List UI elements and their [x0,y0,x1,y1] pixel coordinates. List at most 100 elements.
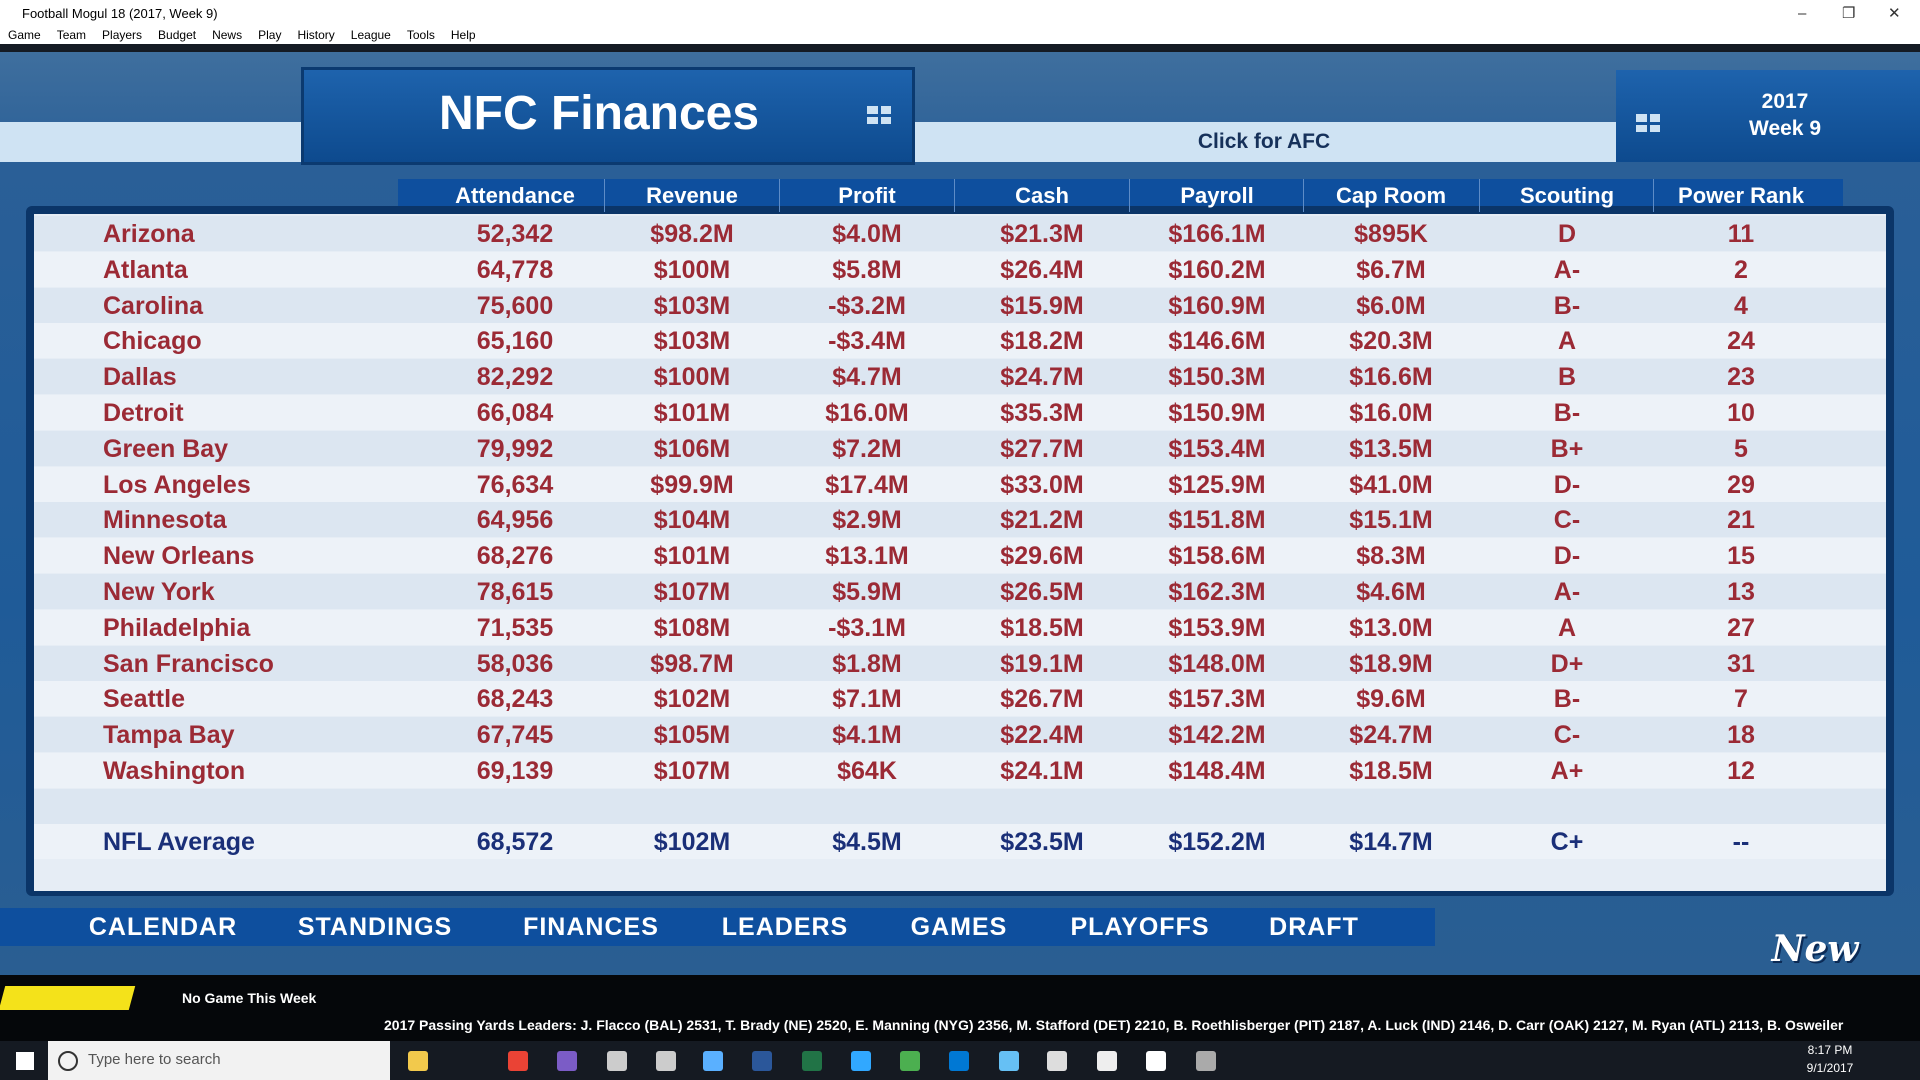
menu-item[interactable]: Tools [406,28,435,42]
grid-icon[interactable] [867,106,891,124]
menu-item[interactable]: History [297,28,335,42]
team-name[interactable]: NFL Average [103,828,255,856]
cell: $15.9M [1000,291,1084,320]
team-name[interactable]: Green Bay [103,434,229,463]
cell: C- [1553,721,1581,750]
cell: $18.5M [1000,613,1084,642]
table-row [34,538,1886,574]
cell: B- [1553,291,1581,320]
team-name[interactable]: Dallas [103,363,177,392]
game-status: No Game This Week [182,990,317,1006]
table-row [34,502,1886,538]
menu-item[interactable]: News [212,28,243,42]
team-name[interactable]: Tampa Bay [103,721,235,750]
taskbar-icon[interactable] [557,1051,577,1071]
taskbar-icon[interactable] [508,1051,528,1071]
taskbar-icon[interactable] [851,1051,871,1071]
cell: 31 [1727,649,1755,678]
cell: -$3.4M [828,327,906,356]
cell: $104M [653,506,731,535]
team-name[interactable]: Arizona [103,220,195,248]
start-button[interactable] [16,1052,34,1070]
team-name[interactable]: New York [103,578,215,606]
column-separator [1653,179,1654,212]
column-header[interactable]: Scouting [1519,183,1615,208]
taskbar-icon[interactable] [802,1051,822,1071]
nav-tab[interactable]: CALENDAR [88,913,238,941]
cell: B- [1553,399,1581,427]
column-header[interactable]: Cash [1015,183,1069,208]
team-name[interactable]: Chicago [103,327,202,356]
menu-item[interactable]: League [350,28,391,42]
afc-switch[interactable]: Click for AFC [1197,130,1331,153]
team-name[interactable]: Philadelphia [103,613,251,642]
column-header[interactable]: Revenue [646,183,738,208]
menu-item[interactable]: Help [450,28,476,42]
cell: $18.9M [1349,649,1433,678]
column-header[interactable]: Profit [838,183,896,208]
cell: $100M [653,255,731,284]
taskbar-icon[interactable] [656,1051,676,1071]
cell: -$3.1M [828,613,906,642]
cell: $146.6M [1168,327,1266,356]
nav-tab[interactable]: STANDINGS [297,913,453,941]
restore-button[interactable]: ❐ [1842,5,1856,22]
search-box[interactable] [48,1041,390,1080]
menu-item[interactable]: Team [56,28,87,42]
nav-tab[interactable]: FINANCES [523,913,659,941]
team-name[interactable]: New Orleans [103,542,255,571]
team-name[interactable]: Carolina [103,291,204,320]
cell: $21.3M [1000,220,1084,248]
date-panel [1616,70,1920,162]
taskbar-icon[interactable] [1196,1051,1216,1071]
cell: 69,139 [476,757,554,785]
taskbar-icon[interactable] [900,1051,920,1071]
grid-icon[interactable] [1636,114,1660,132]
taskbar-icon[interactable] [949,1051,969,1071]
nav-tab[interactable]: LEADERS [721,913,849,941]
taskbar-icon[interactable] [703,1051,723,1071]
cell: $24.7M [1349,721,1433,750]
nav-tab[interactable]: GAMES [910,913,1008,941]
cell: 64,778 [476,255,554,284]
taskbar-icon[interactable] [752,1051,772,1071]
taskbar-icon[interactable] [999,1051,1019,1071]
team-name[interactable]: Detroit [103,399,184,427]
minimize-button[interactable]: – [1798,5,1807,22]
menu-item[interactable]: Players [102,28,143,42]
team-name[interactable]: Atlanta [103,255,188,284]
column-header[interactable]: Cap Room [1336,183,1446,208]
menu-bar: Game Team Players Budget News Play History Leag… [0,27,1920,44]
menu-item[interactable]: Game [8,28,41,42]
cell: $103M [653,327,731,356]
column-header[interactable]: Payroll [1180,183,1254,208]
cell: $6.0M [1356,291,1426,320]
menu-item[interactable]: Play [258,28,282,42]
cell: $4.7M [832,363,902,392]
nav-tab[interactable]: PLAYOFFS [1070,913,1210,941]
menu-item[interactable]: Budget [158,28,197,42]
cell: $148.4M [1168,757,1266,785]
nav-tab[interactable]: DRAFT [1269,913,1359,941]
taskbar-icon[interactable] [1097,1051,1117,1071]
close-button[interactable]: ✕ [1888,5,1901,22]
taskbar-icon[interactable] [1047,1051,1067,1071]
team-name[interactable]: Los Angeles [103,470,251,499]
column-header[interactable]: Power Rank [1678,183,1804,208]
column-header[interactable]: Attendance [455,183,575,208]
taskbar-icon[interactable] [408,1051,428,1071]
taskbar-icon[interactable] [1146,1051,1166,1071]
team-name[interactable]: San Francisco [103,649,274,678]
cell: B+ [1550,434,1584,463]
cell: $148.0M [1168,649,1266,678]
team-name[interactable]: Washington [103,757,246,785]
team-name[interactable]: Minnesota [103,506,227,535]
team-name[interactable]: Seattle [103,685,185,714]
taskbar-icon[interactable] [607,1051,627,1071]
cell: $1.8M [832,649,902,678]
cell: $153.9M [1168,613,1266,642]
cell: 21 [1727,506,1755,535]
column-separator [1129,179,1130,212]
cell: $22.4M [1000,721,1084,750]
cell: $152.2M [1168,828,1266,856]
